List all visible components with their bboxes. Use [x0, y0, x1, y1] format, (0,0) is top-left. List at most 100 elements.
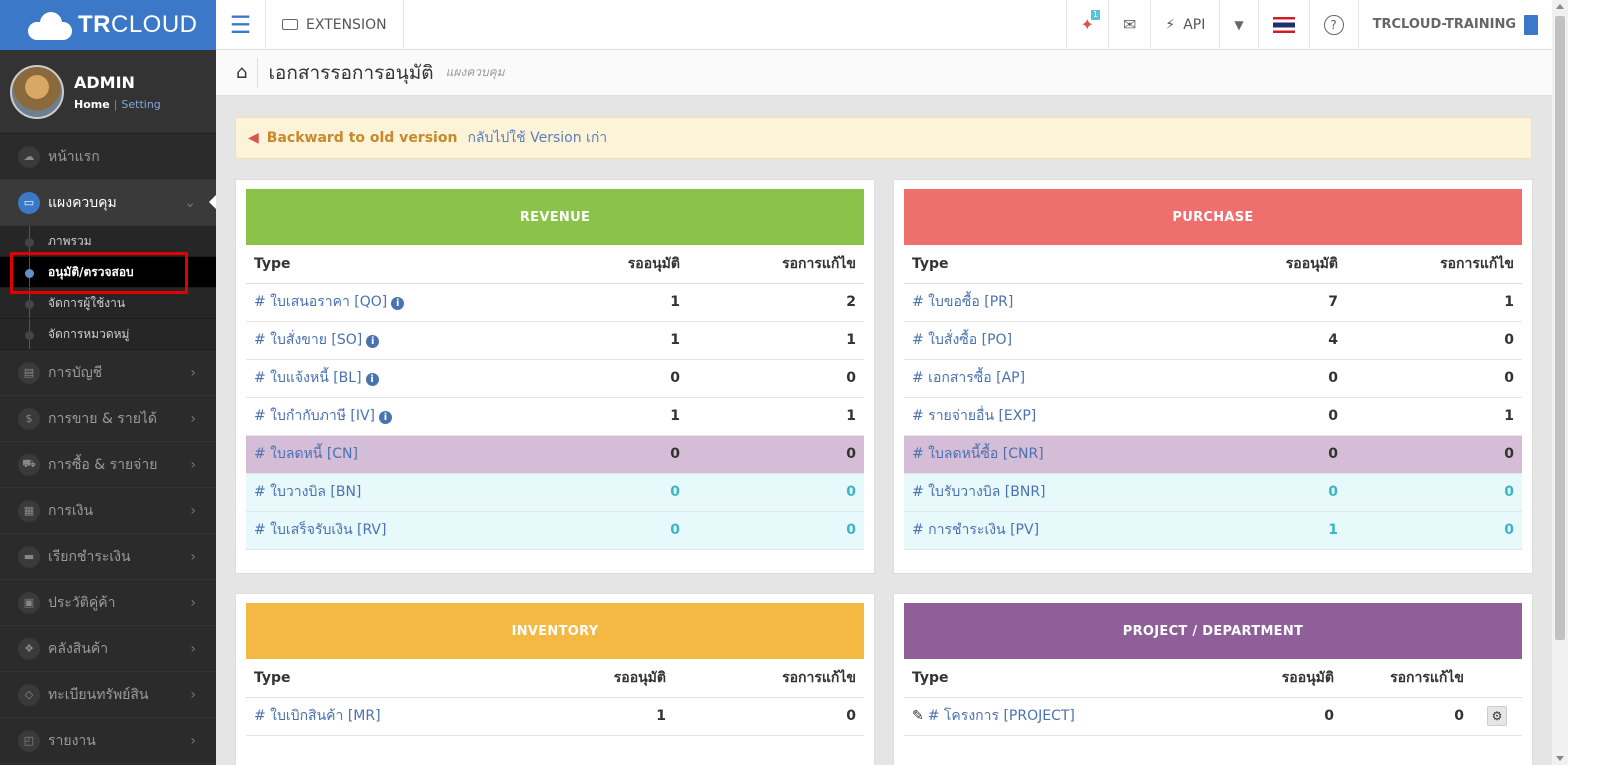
project-header: PROJECT / DEPARTMENT: [904, 603, 1522, 659]
row-link[interactable]: # ใบเบิกสินค้า [MR]: [254, 708, 381, 724]
revise-count: 0: [1346, 473, 1522, 512]
chevron-down-icon: ⌄: [184, 194, 196, 211]
pending-count: 1: [559, 397, 688, 436]
extension-button[interactable]: EXTENSION: [266, 0, 404, 50]
row-link[interactable]: # ใบวางบิล [BN]: [254, 484, 362, 500]
row-link[interactable]: # ใบลดหนี้ [CN]: [254, 446, 358, 462]
sidebar-subitem-categories[interactable]: จัดการหมวดหมู่: [0, 319, 216, 350]
table-row: # ใบลดหนี้ซื้อ [CNR] 0 0: [904, 435, 1522, 474]
notifications-button[interactable]: ✦ 1: [1065, 0, 1108, 50]
pending-count: 1: [1207, 511, 1346, 550]
row-link[interactable]: # ใบขอซื้อ [PR]: [912, 294, 1014, 310]
sidebar-item-assets[interactable]: ◇ ทะเบียนทรัพย์สิน ›: [0, 672, 216, 718]
sidebar-item-reports[interactable]: ◰ รายงาน ›: [0, 718, 216, 764]
sidebar-item-sales[interactable]: $ การขาย & รายได้ ›: [0, 396, 216, 442]
row-link[interactable]: # ใบลดหนี้ซื้อ [CNR]: [912, 446, 1044, 462]
row-link[interactable]: # ใบรับวางบิล [BNR]: [912, 484, 1046, 500]
scrollbar[interactable]: [1552, 0, 1568, 765]
row-link[interactable]: # ใบกำกับภาษี [IV]: [254, 408, 376, 424]
sidebar-item-home[interactable]: ☁ หน้าแรก: [0, 134, 216, 180]
table-row: # ใบขอซื้อ [PR] 7 1: [904, 283, 1522, 322]
report-icon: ◰: [18, 729, 40, 752]
column-type: Type: [904, 245, 1208, 284]
home-icon[interactable]: ⌂: [236, 62, 248, 83]
sidebar-item-dashboard[interactable]: ▭ แผงควบคุม ⌄: [0, 180, 216, 226]
scroll-down-icon[interactable]: [1556, 756, 1564, 761]
info-icon[interactable]: i: [366, 335, 380, 348]
scrollbar-thumb[interactable]: [1555, 16, 1565, 640]
row-link[interactable]: # การชำระเงิน [PV]: [912, 522, 1040, 538]
dropdown-button[interactable]: ▼: [1219, 0, 1257, 50]
sidebar-item-finance[interactable]: ▦ การเงิน ›: [0, 488, 216, 534]
pending-count: 7: [1207, 283, 1346, 322]
row-link[interactable]: # รายจ่ายอื่น [EXP]: [912, 408, 1037, 424]
table-row: # ใบเบิกสินค้า [MR] 1 0: [246, 697, 864, 736]
sidebar-item-billing[interactable]: ▬ เรียกชำระเงิน ›: [0, 534, 216, 580]
setting-link[interactable]: Setting: [121, 97, 161, 111]
card-icon: ▬: [18, 545, 40, 568]
pending-count: 1: [559, 283, 688, 322]
mail-button[interactable]: ✉: [1107, 0, 1150, 50]
page-title: เอกสารรอการอนุมัติ: [257, 57, 434, 88]
dollar-icon: $: [18, 407, 40, 430]
row-link[interactable]: # ใบสั่งขาย [SO]: [254, 332, 363, 348]
version-notice: ◀ Backward to old version กลับไปใช้ Vers…: [235, 117, 1532, 159]
logo-text: TRCLOUD: [78, 11, 198, 38]
chevron-right-icon: ›: [190, 456, 196, 473]
sidebar-item-contacts[interactable]: ▣ ประวัติคู่ค้า ›: [0, 580, 216, 626]
chevron-right-icon: ›: [190, 686, 196, 703]
info-icon[interactable]: i: [379, 411, 393, 424]
row-link[interactable]: # ใบเสร็จรับเงิน [RV]: [254, 522, 387, 538]
main-content: ◀ Backward to old version กลับไปใช้ Vers…: [216, 96, 1552, 765]
table-row: # ใบเสร็จรับเงิน [RV] 0 0: [246, 511, 864, 550]
info-icon[interactable]: i: [391, 297, 405, 310]
sidebar-subitem-users[interactable]: จัดการผู้ใช้งาน: [0, 288, 216, 319]
sidebar-item-purchase[interactable]: ⛟ การซื้อ & รายจ่าย ›: [0, 442, 216, 488]
diamond-icon: ◇: [18, 683, 40, 706]
revenue-header: REVENUE: [246, 189, 864, 245]
avatar[interactable]: [10, 64, 64, 119]
menu-toggle-button[interactable]: ☰: [216, 0, 266, 50]
chevron-right-icon: ›: [190, 502, 196, 519]
sidebar-item-accounting[interactable]: ▤ การบัญชี ›: [0, 350, 216, 396]
row-link[interactable]: # ใบเสนอราคา [QO]: [254, 294, 388, 310]
help-button[interactable]: ?: [1308, 0, 1358, 50]
page-header: ⌂ เอกสารรอการอนุมัติ แผงควบคุม: [216, 50, 1552, 96]
revenue-table: Type รออนุมัติ รอการแก้ไข # ใบเสนอราคา […: [246, 245, 864, 550]
revise-count: 1: [688, 321, 864, 360]
pending-count: 0: [1207, 435, 1346, 474]
revise-count: 1: [1346, 283, 1522, 322]
old-version-link[interactable]: กลับไปใช้ Version เก่า: [467, 130, 608, 146]
inventory-panel: INVENTORY Type รออนุมัติ รอการแก้ไข # ใบ…: [235, 593, 875, 765]
language-button[interactable]: [1257, 0, 1309, 50]
revise-count: 0: [688, 359, 864, 398]
column-type: Type: [246, 245, 560, 284]
sidebar-subitem-overview[interactable]: ภาพรวม: [0, 226, 216, 257]
table-row: # ใบรับวางบิล [BNR] 0 0: [904, 473, 1522, 512]
sidebar-item-inventory[interactable]: ❖ คลังสินค้า ›: [0, 626, 216, 672]
row-link[interactable]: # ใบสั่งซื้อ [PO]: [912, 332, 1013, 348]
top-navbar: ☰ EXTENSION ✦ 1 ✉ ⚡ API ▼ ? TRCLOUD-TRAI…: [216, 0, 1552, 50]
pending-count: 0: [1221, 697, 1342, 736]
row-link[interactable]: # เอกสารซื้อ [AP]: [912, 370, 1026, 386]
megaphone-icon: ◀: [248, 130, 259, 146]
company-switcher[interactable]: TRCLOUD-TRAINING: [1357, 0, 1552, 50]
row-link[interactable]: # ใบแจ้งหนี้ [BL]: [254, 370, 362, 386]
revise-count: 0: [674, 697, 864, 736]
brand-logo[interactable]: TRCLOUD: [0, 0, 216, 50]
book-icon: ▤: [18, 361, 40, 384]
revise-count: 0: [1346, 435, 1522, 474]
revise-count: 2: [688, 283, 864, 322]
row-link[interactable]: # โครงการ [PROJECT]: [927, 708, 1075, 724]
scroll-up-icon[interactable]: [1556, 4, 1564, 9]
pending-count: 0: [559, 473, 688, 512]
info-icon[interactable]: i: [365, 373, 379, 386]
home-link[interactable]: Home: [74, 97, 110, 111]
table-row: # การชำระเงิน [PV] 1 0: [904, 511, 1522, 550]
sidebar-subitem-approval[interactable]: อนุมัติ/ตรวจสอบ: [0, 257, 216, 288]
cloud-icon: [24, 10, 74, 40]
edit-icon: ✎: [912, 708, 924, 724]
api-button[interactable]: ⚡ API: [1150, 0, 1219, 50]
revenue-panel: REVENUE Type รออนุมัติ รอการแก้ไข # ใบเส…: [235, 179, 875, 574]
gear-icon[interactable]: ⚙: [1487, 706, 1507, 726]
